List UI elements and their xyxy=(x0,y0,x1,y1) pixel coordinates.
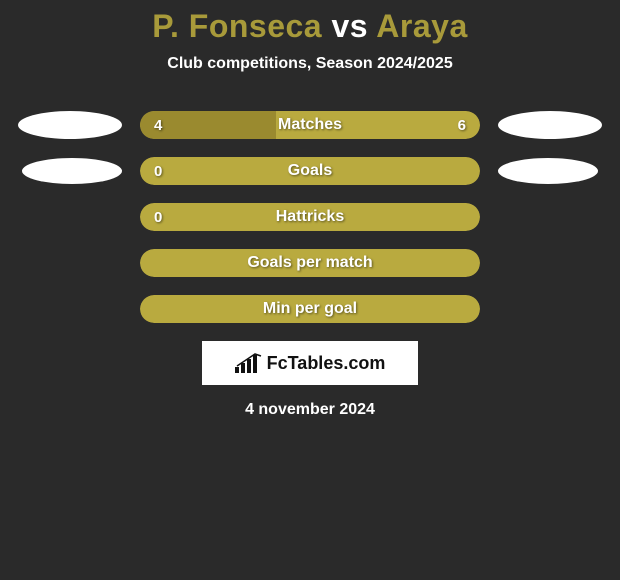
vs-text: vs xyxy=(331,8,368,44)
player1-name: P. Fonseca xyxy=(152,8,322,44)
stat-label: Hattricks xyxy=(140,203,480,231)
logo-text: FcTables.com xyxy=(267,353,386,374)
stat-row: 0Goals xyxy=(0,157,620,185)
stat-label: Goals xyxy=(140,157,480,185)
stat-row: Min per goal xyxy=(0,295,620,323)
player2-badge xyxy=(498,158,598,184)
date-text: 4 november 2024 xyxy=(0,401,620,419)
bars-section: 46Matches 0Goals 0Hattricks Goals per match… xyxy=(0,111,620,323)
player1-badge xyxy=(22,158,122,184)
player1-badge xyxy=(18,111,122,139)
player2-badge xyxy=(498,111,602,139)
stat-label: Min per goal xyxy=(140,295,480,323)
stat-bar: 0Goals xyxy=(140,157,480,185)
stat-bar: 46Matches xyxy=(140,111,480,139)
stat-bar: 0Hattricks xyxy=(140,203,480,231)
logo: FcTables.com xyxy=(235,353,386,374)
subtitle: Club competitions, Season 2024/2025 xyxy=(0,55,620,73)
stat-bar: Goals per match xyxy=(140,249,480,277)
logo-chart-icon xyxy=(235,353,263,373)
stat-bar: Min per goal xyxy=(140,295,480,323)
stat-label: Goals per match xyxy=(140,249,480,277)
stat-row: Goals per match xyxy=(0,249,620,277)
player2-name: Araya xyxy=(376,8,467,44)
page-title: P. Fonseca vs Araya xyxy=(0,8,620,45)
logo-box: FcTables.com xyxy=(202,341,418,385)
stat-row: 0Hattricks xyxy=(0,203,620,231)
stat-row: 46Matches xyxy=(0,111,620,139)
comparison-infographic: P. Fonseca vs Araya Club competitions, S… xyxy=(0,0,620,419)
stat-label: Matches xyxy=(140,111,480,139)
